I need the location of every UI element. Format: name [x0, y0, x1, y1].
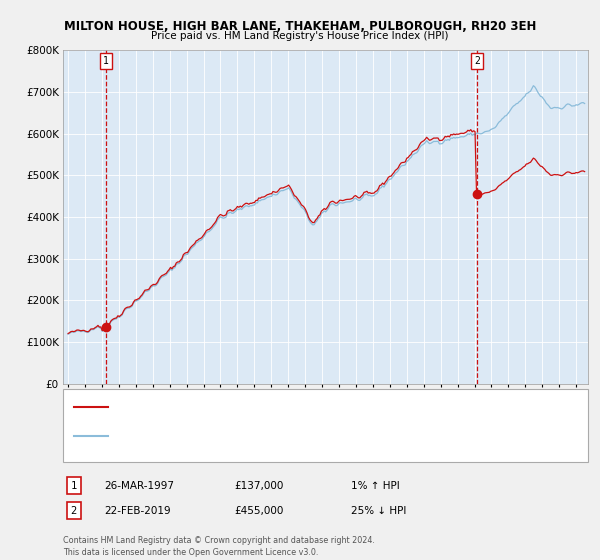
- Text: 1% ↑ HPI: 1% ↑ HPI: [351, 480, 400, 491]
- Text: HPI: Average price, detached house, Horsham: HPI: Average price, detached house, Hors…: [113, 431, 311, 440]
- Text: Contains HM Land Registry data © Crown copyright and database right 2024.
This d: Contains HM Land Registry data © Crown c…: [63, 536, 375, 557]
- Text: 1: 1: [103, 56, 109, 66]
- Text: 2: 2: [71, 506, 77, 516]
- Text: 25% ↓ HPI: 25% ↓ HPI: [351, 506, 406, 516]
- Text: MILTON HOUSE, HIGH BAR LANE, THAKEHAM, PULBOROUGH, RH20 3EH (detached house: MILTON HOUSE, HIGH BAR LANE, THAKEHAM, P…: [113, 403, 497, 412]
- Text: £455,000: £455,000: [234, 506, 283, 516]
- Text: 22-FEB-2019: 22-FEB-2019: [104, 506, 170, 516]
- Text: £137,000: £137,000: [234, 480, 283, 491]
- Text: 1: 1: [71, 480, 77, 491]
- Text: 2: 2: [474, 56, 480, 66]
- Text: Price paid vs. HM Land Registry's House Price Index (HPI): Price paid vs. HM Land Registry's House …: [151, 31, 449, 41]
- Text: MILTON HOUSE, HIGH BAR LANE, THAKEHAM, PULBOROUGH, RH20 3EH: MILTON HOUSE, HIGH BAR LANE, THAKEHAM, P…: [64, 20, 536, 32]
- Text: 26-MAR-1997: 26-MAR-1997: [104, 480, 174, 491]
